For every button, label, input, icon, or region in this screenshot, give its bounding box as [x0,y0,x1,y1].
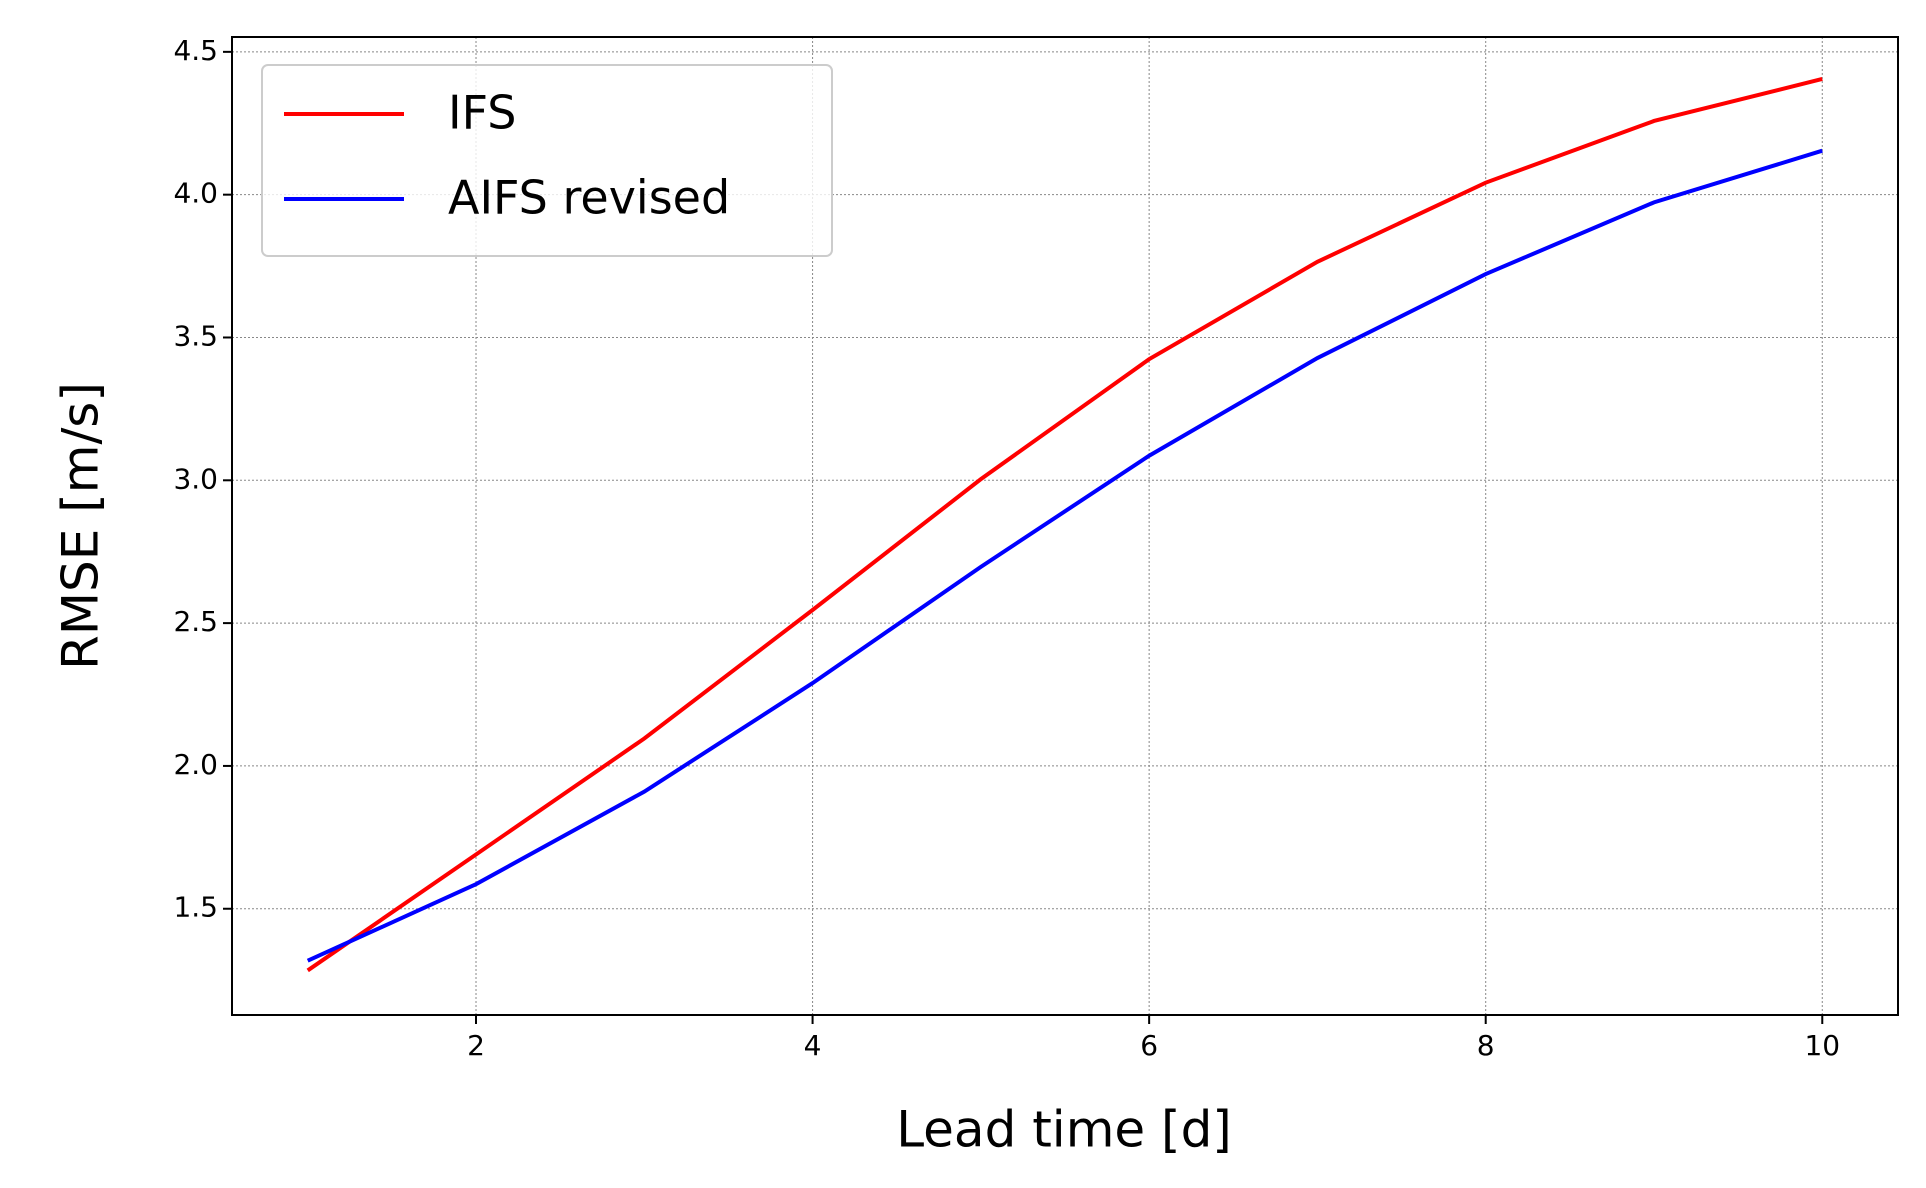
y-tick-label: 2.5 [173,605,218,638]
y-tick-label: 3.0 [173,462,218,495]
legend-label: AIFS revised [448,171,730,225]
grid [232,37,1898,1015]
x-axis-label: Lead time [d] [896,1101,1232,1159]
x-tick-label: 2 [467,1029,485,1062]
x-tick-label: 10 [1804,1029,1840,1062]
y-tick-label: 3.5 [173,319,218,352]
legend-label: IFS [448,86,516,140]
x-tick-label: 4 [804,1029,822,1062]
x-tick-label: 6 [1140,1029,1158,1062]
legend: IFS AIFS revised [261,64,833,257]
y-tick-label: 2.0 [173,748,218,781]
y-tick-label: 4.5 [173,34,218,67]
y-tick-label: 4.0 [173,177,218,210]
y-tick-label: 1.5 [173,891,218,924]
x-tick-label: 8 [1477,1029,1495,1062]
legend-box [261,64,833,257]
data-line [306,77,1823,973]
lines [306,77,1823,973]
data-line [306,148,1823,963]
y-axis-label: RMSE [m/s] [52,382,110,670]
plot-frame [231,36,1899,1016]
